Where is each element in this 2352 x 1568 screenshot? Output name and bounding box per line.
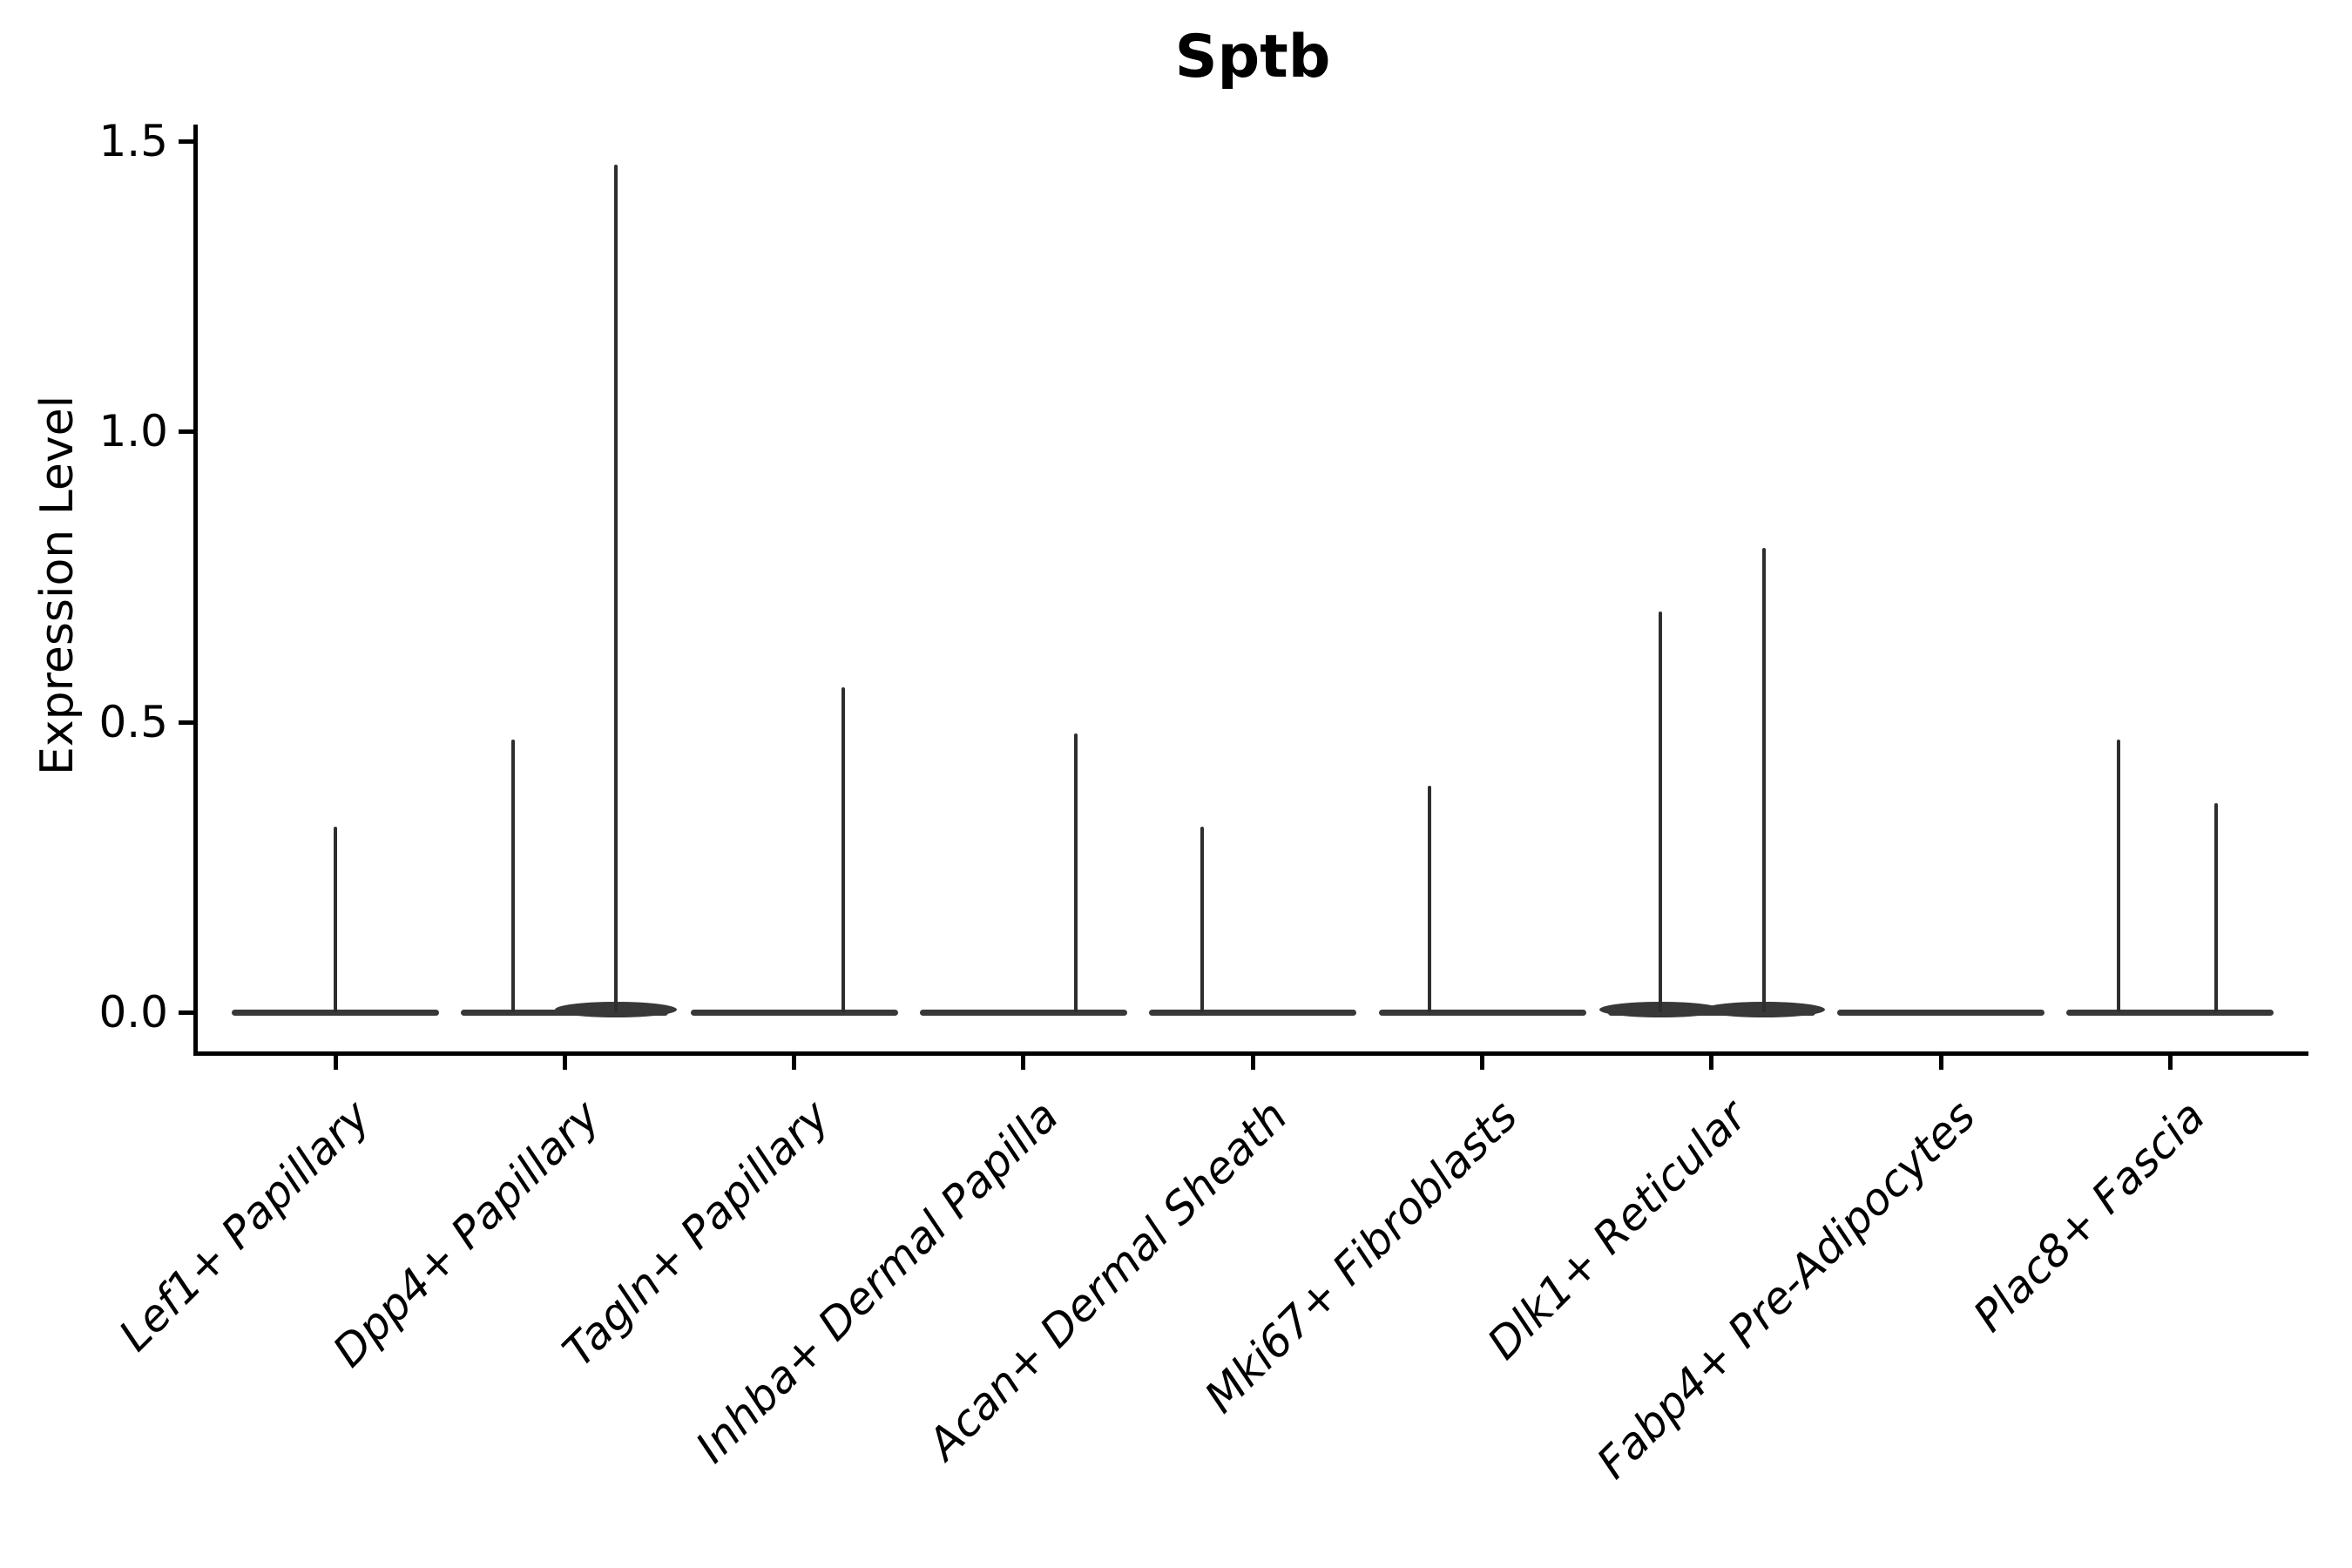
violin-baseline bbox=[2066, 1009, 2274, 1016]
x-tick bbox=[2167, 1056, 2173, 1070]
x-tick bbox=[1938, 1056, 1943, 1070]
violin-spike bbox=[1658, 611, 1662, 1012]
x-tick bbox=[792, 1056, 797, 1070]
x-tick bbox=[1480, 1056, 1484, 1070]
violin-spike bbox=[511, 739, 516, 1012]
violin-spike bbox=[1200, 826, 1205, 1012]
x-tick-label: Inhba+ Dermal Papilla bbox=[686, 1091, 1068, 1473]
x-tick-label: Fabp4+ Pre-Adipocytes bbox=[1587, 1091, 1986, 1489]
violin-spike bbox=[1073, 733, 1078, 1012]
violin-baseline bbox=[919, 1009, 1127, 1016]
plot-title: Sptb bbox=[1174, 23, 1331, 91]
y-tick-label: 0.5 bbox=[98, 696, 168, 747]
violin-baseline bbox=[1837, 1009, 2045, 1016]
violin-spike bbox=[334, 826, 337, 1012]
y-tick-label: 0.0 bbox=[98, 987, 168, 1037]
y-tick-label: 1.5 bbox=[98, 115, 168, 166]
violin-spike bbox=[614, 164, 618, 1012]
violin-spike bbox=[2214, 802, 2219, 1012]
violin-spike bbox=[841, 686, 846, 1012]
x-tick-label: Lef1+ Papillary bbox=[109, 1091, 381, 1362]
x-tick-label: Plac8+ Fascia bbox=[1963, 1091, 2215, 1342]
y-tick bbox=[179, 429, 193, 435]
y-tick bbox=[179, 1010, 193, 1015]
x-tick bbox=[1250, 1056, 1255, 1070]
violin-baseline bbox=[690, 1009, 898, 1016]
x-axis-spine bbox=[193, 1051, 2308, 1056]
y-tick bbox=[179, 720, 193, 725]
violin-spike bbox=[1761, 547, 1766, 1012]
violin-baseline bbox=[1378, 1009, 1586, 1016]
y-axis-spine bbox=[193, 125, 198, 1056]
violin-baseline bbox=[1149, 1009, 1357, 1016]
y-tick bbox=[179, 139, 193, 144]
x-tick bbox=[562, 1056, 567, 1070]
violin-spike bbox=[2117, 739, 2121, 1012]
x-tick bbox=[1021, 1056, 1026, 1070]
x-tick bbox=[333, 1056, 338, 1070]
violin-spike bbox=[1428, 785, 1432, 1012]
x-tick bbox=[1709, 1056, 1714, 1070]
violin-baseline bbox=[232, 1009, 439, 1016]
y-tick-label: 1.0 bbox=[98, 406, 168, 457]
